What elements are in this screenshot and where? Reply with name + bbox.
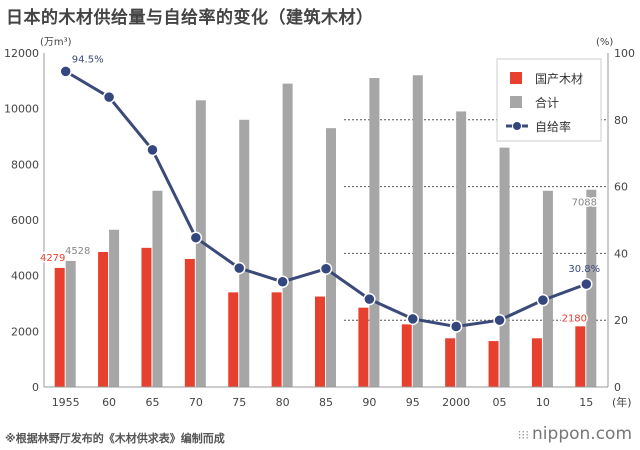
right-tick-label: 20 [614, 314, 628, 327]
rate-point [59, 65, 72, 78]
legend-swatch [510, 72, 522, 84]
chart-title: 日本的木材供给量与自给率的变化（建筑木材） [6, 8, 374, 28]
x-tick-label: 60 [102, 396, 116, 409]
x-tick-label: 85 [319, 396, 333, 409]
rate-point [189, 231, 203, 244]
data-label: 4279 [40, 253, 65, 264]
domestic-bar [315, 296, 325, 387]
rate-point [319, 262, 333, 276]
x-tick-label: 15 [579, 396, 593, 409]
rate-point [449, 320, 463, 333]
left-tick-label: 12000 [4, 47, 39, 60]
domestic-bar [401, 324, 412, 387]
x-tick-label: 65 [145, 396, 159, 409]
x-tick-label: 70 [189, 396, 203, 409]
total-bar [282, 83, 293, 387]
domestic-bar [271, 292, 282, 387]
legend-label: 合计 [535, 95, 559, 110]
rate-point [406, 312, 420, 326]
rate-point [276, 275, 289, 289]
source-note: ※根据林野厅发布的《木材供求表》编制而成 [5, 432, 225, 445]
x-tick-label: 95 [406, 396, 420, 409]
x-tick-label: 2000 [442, 396, 470, 409]
total-bar [586, 189, 597, 387]
data-label: 7088 [572, 198, 597, 209]
x-tick-label: 75 [232, 396, 246, 409]
rate-point [493, 313, 506, 327]
x-tick-label: 90 [362, 396, 376, 409]
right-tick-label: 100 [614, 47, 635, 60]
left-tick-label: 2000 [11, 325, 39, 338]
data-label: 94.5% [72, 54, 104, 65]
rate-point [580, 277, 593, 291]
data-label: 30.8% [568, 264, 600, 275]
right-tick-label: 60 [614, 181, 628, 194]
domestic-bar [531, 338, 542, 387]
rate-point [536, 293, 550, 307]
brand-mark-icon: ⁝⁝⁝ [517, 428, 530, 442]
axes: 020004000600080001000012000020406080100(… [4, 37, 635, 409]
total-bar [65, 260, 76, 387]
x-tick-label: 05 [493, 396, 507, 409]
rate-point [146, 143, 159, 157]
total-bar [109, 229, 120, 387]
rate-point [102, 90, 116, 104]
total-bar [412, 75, 423, 388]
total-bar [195, 100, 206, 388]
right-tick-label: 40 [614, 247, 628, 260]
left-tick-label: 4000 [11, 270, 39, 283]
left-tick-label: 0 [32, 381, 39, 394]
data-label: 4528 [65, 246, 90, 257]
x-tick-label: 1955 [52, 396, 80, 409]
legend-label: 国产木材 [535, 72, 583, 86]
brand-logo[interactable]: ⁝⁝⁝ nippon.com [518, 424, 632, 444]
domestic-bar [98, 252, 109, 387]
rate-point [232, 261, 246, 275]
legend-label: 自给率 [535, 119, 571, 134]
domestic-bar [228, 292, 239, 387]
domestic-bar [54, 267, 65, 387]
total-bar [239, 119, 250, 388]
x-tick-label: 10 [536, 396, 550, 409]
total-bar [369, 78, 380, 388]
legend-swatch [510, 96, 522, 108]
total-bar [456, 111, 467, 387]
domestic-bar [445, 338, 456, 387]
legend-point-swatch [512, 121, 522, 131]
left-tick-label: 10000 [4, 103, 39, 116]
domestic-bar [184, 258, 195, 387]
total-bar [499, 147, 510, 387]
bars [54, 75, 597, 388]
right-tick-label: 80 [614, 114, 628, 127]
left-tick-label: 6000 [11, 214, 39, 227]
domestic-bar [575, 326, 586, 387]
left-tick-label: 8000 [11, 158, 39, 171]
total-bar [542, 190, 553, 387]
brand-text: nippon.com [532, 424, 632, 444]
rate-point [363, 292, 376, 306]
data-label: 2180 [562, 313, 587, 324]
total-bar [326, 128, 336, 387]
left-axis-unit: (万m³) [40, 37, 72, 48]
domestic-bar [358, 307, 369, 387]
x-axis-unit: (年) [612, 395, 632, 409]
x-tick-label: 80 [276, 396, 290, 409]
self-sufficiency-line [59, 65, 593, 333]
domestic-bar [141, 247, 152, 387]
domestic-bar [488, 341, 499, 387]
right-tick-label: 0 [614, 381, 621, 394]
right-axis-unit: (%) [596, 37, 613, 48]
total-bar [152, 190, 163, 387]
